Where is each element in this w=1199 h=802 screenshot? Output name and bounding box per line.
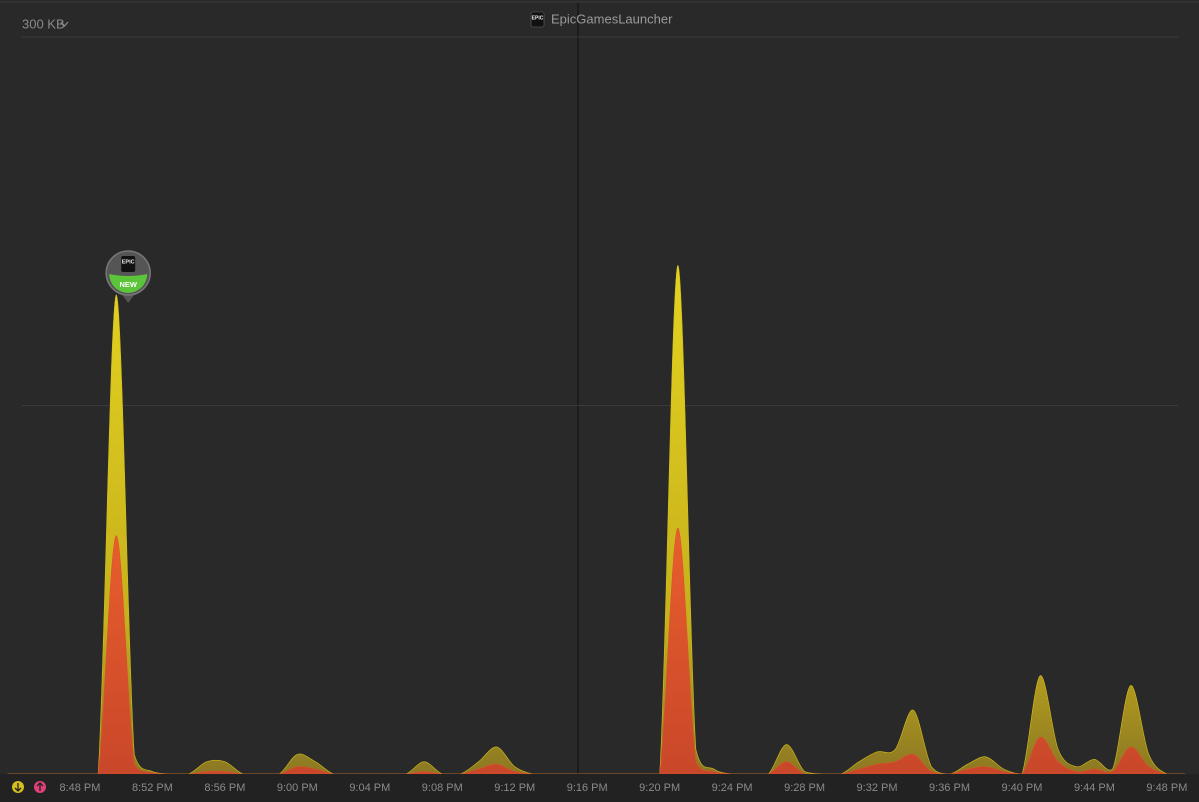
x-tick-label: 9:20 PM [639,782,680,794]
app-icon [530,11,545,28]
app-icon-text: EPIC [532,15,544,21]
x-tick-label: 8:52 PM [132,782,173,794]
x-tick-label: 9:12 PM [494,782,535,794]
x-tick-label: 9:44 PM [1074,782,1115,794]
time-axis-strip [0,774,1199,802]
scale-selector[interactable]: 300 KB [22,16,65,31]
badge-icon-text: EPIC [122,259,135,265]
x-tick-label: 9:00 PM [277,782,318,794]
x-tick-label: 9:04 PM [349,782,390,794]
annotation-label: NEW [119,280,137,289]
badge-icon [121,256,136,272]
x-tick-label: 9:48 PM [1146,782,1187,794]
x-tick-label: 9:08 PM [422,782,463,794]
chart-title: EpicGamesLauncher [551,11,673,26]
scale-chevron[interactable] [60,21,69,27]
x-tick-label: 9:40 PM [1001,782,1042,794]
area-series [7,528,1185,774]
x-tick-label: 9:28 PM [784,782,825,794]
x-tick-label: 9:16 PM [567,782,608,794]
x-tick-label: 8:56 PM [204,782,245,794]
x-tick-label: 9:24 PM [712,782,753,794]
x-tick-label: 9:32 PM [857,782,898,794]
legend-arrow [36,782,44,791]
x-tick-label: 9:36 PM [929,782,970,794]
badge-green [109,274,148,293]
x-tick-label: 8:48 PM [59,782,100,794]
legend-arrow [14,783,22,792]
